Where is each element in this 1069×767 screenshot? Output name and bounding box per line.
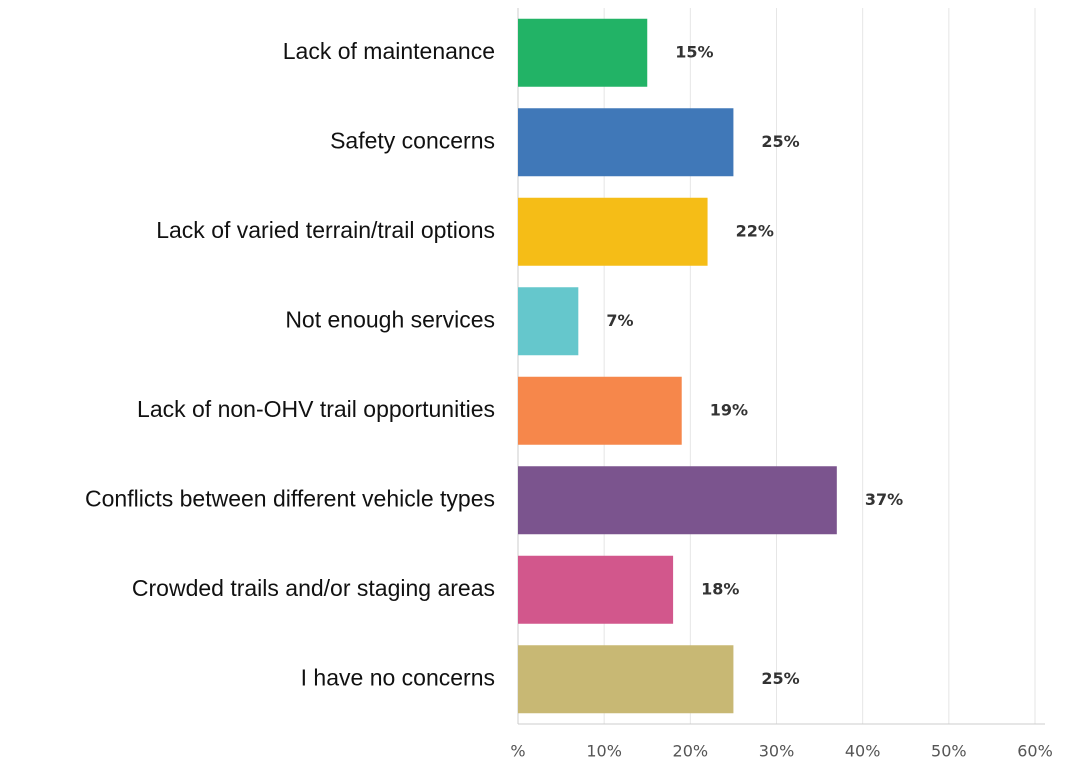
bar [518,555,674,624]
bar [518,197,708,266]
category-label: Conflicts between different vehicle type… [85,485,495,511]
category-label: Lack of maintenance [283,38,495,64]
x-tick-label: 30% [759,742,795,761]
x-tick-label: % [510,742,525,761]
x-tick-label: 40% [845,742,881,761]
value-label: 18% [701,579,739,598]
category-label: Lack of varied terrain/trail options [156,217,495,243]
bar [518,376,682,445]
value-label: 22% [736,221,774,240]
bar [518,18,648,87]
x-tick-label: 10% [586,742,622,761]
value-label: 37% [865,490,903,509]
bar [518,108,734,177]
category-label: Not enough services [285,306,495,332]
category-label: Lack of non-OHV trail opportunities [137,396,495,422]
category-label: Safety concerns [330,127,495,153]
x-tick-label: 20% [673,742,709,761]
bar [518,466,837,535]
category-label: Crowded trails and/or staging areas [132,575,495,601]
value-label: 7% [606,311,633,330]
x-tick-label: 50% [931,742,967,761]
value-label: 25% [761,669,799,688]
bar [518,645,734,714]
value-label: 15% [675,42,713,61]
x-tick-label: 60% [1017,742,1053,761]
value-label: 25% [761,132,799,151]
bar [518,287,579,356]
category-label: I have no concerns [301,664,495,690]
value-label: 19% [710,400,748,419]
